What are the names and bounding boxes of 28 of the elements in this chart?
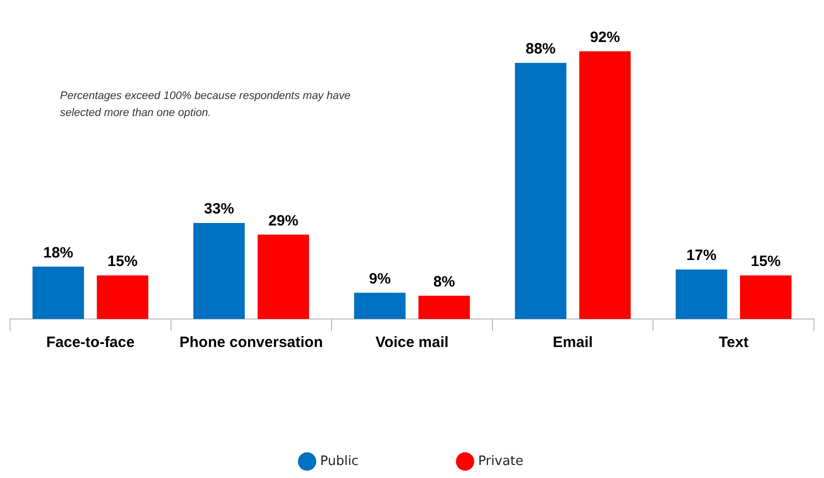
- data-label: 92%: [590, 28, 620, 46]
- legend-label: Public: [320, 454, 359, 469]
- data-label: 88%: [526, 40, 556, 58]
- bar: [418, 296, 470, 319]
- data-label: 33%: [204, 200, 234, 218]
- data-label: 8%: [433, 273, 456, 290]
- x-tick-label: Phone conversation: [180, 334, 323, 352]
- data-label: 9%: [368, 270, 391, 288]
- bar: [258, 234, 310, 319]
- x-tick-label: Email: [552, 334, 593, 352]
- annotation: Percentages exceed 100% because respondents may have selected more than one option.: [60, 89, 352, 121]
- x-tick-label: Face-to-face: [46, 334, 135, 352]
- data-label: 18%: [43, 244, 74, 262]
- x-tick-label: Text: [718, 334, 748, 352]
- data-label: 15%: [750, 252, 781, 270]
- bar: [96, 275, 148, 319]
- data-label: 15%: [108, 252, 138, 270]
- data-label: 29%: [268, 212, 298, 230]
- bar: [193, 222, 245, 319]
- bar: [514, 62, 566, 319]
- bar: [740, 275, 792, 319]
- data-label: 17%: [686, 247, 716, 264]
- legend-label: Private: [478, 454, 524, 469]
- bar: [354, 292, 406, 319]
- bar: [32, 266, 84, 319]
- bar: [676, 270, 728, 319]
- bar: [579, 51, 631, 319]
- x-tick-label: Voice mail: [375, 334, 449, 352]
